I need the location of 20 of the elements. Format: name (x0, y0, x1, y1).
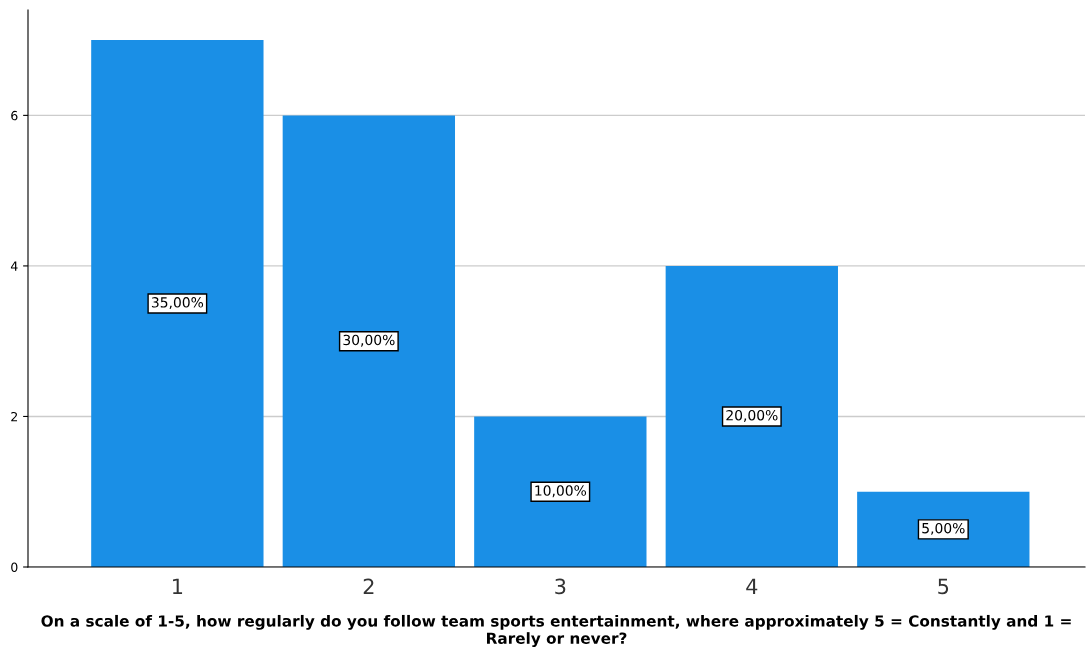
y-tick-label: 4 (10, 261, 18, 271)
x-axis-title: On a scale of 1-5, how regularly do you follow team sports entertainment, where approximately 5 = Constantly and 1 = Rarely or never? (41, 614, 1071, 648)
bar (91, 40, 264, 567)
annotation: 20,00% (726, 409, 778, 422)
y-tick-label: 0 (11, 562, 18, 572)
annotation: 35,00% (151, 297, 204, 309)
x-tick-label: 1 (173, 578, 183, 594)
y-tick-label: 2 (11, 411, 18, 422)
annotation: 10,00% (535, 485, 587, 498)
x-tick-label: 5 (938, 578, 949, 595)
bar (665, 265, 838, 567)
bar (282, 115, 456, 567)
annotation: 5,00% (922, 522, 965, 535)
x-tick-label: 3 (555, 578, 566, 595)
annotation: 30,00% (343, 334, 395, 347)
y-tick-label: 6 (11, 110, 18, 121)
bar (857, 491, 1030, 567)
x-tick-label: 2 (363, 578, 374, 594)
bar (474, 416, 647, 567)
x-tick-label: 4 (746, 578, 758, 594)
